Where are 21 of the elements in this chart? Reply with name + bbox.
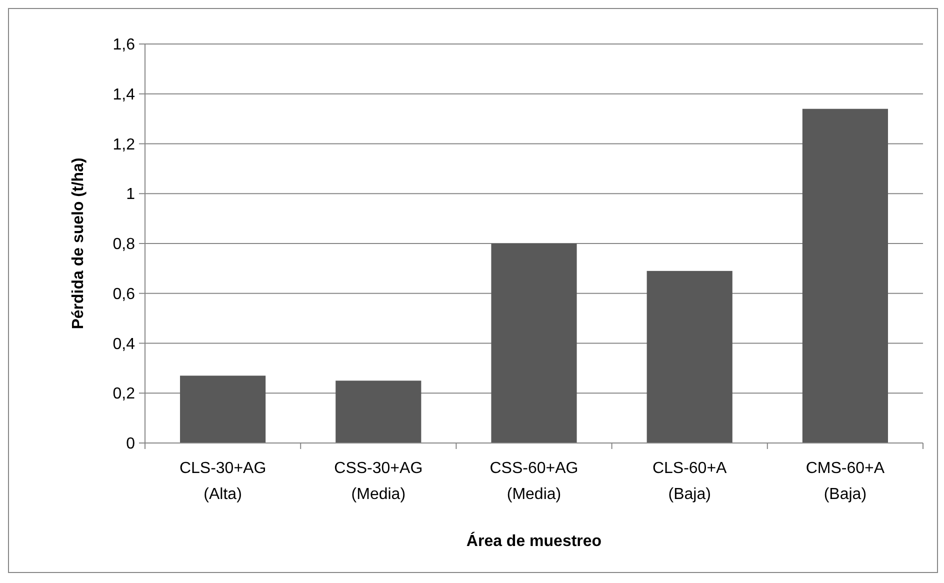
- y-tick-label: 1,4: [112, 86, 136, 104]
- y-tick-label: 0,2: [112, 386, 136, 403]
- y-tick-label: 0,6: [112, 286, 136, 303]
- x-tick-label: CSS-60+AG (Media): [490, 460, 578, 503]
- x-tick-label: CMS-60+A (Baja): [806, 460, 885, 503]
- bar: [336, 380, 422, 443]
- y-tick-label: 1,2: [112, 136, 136, 154]
- y-tick-label: 0,8: [112, 236, 136, 254]
- x-axis-title: Área de muestreo: [466, 531, 602, 550]
- y-tick-label: 1,6: [112, 36, 136, 54]
- bar: [491, 244, 577, 443]
- x-tick-label: CLS-30+AG (Alta): [179, 460, 266, 503]
- bar: [180, 376, 266, 443]
- x-tick-label: CSS-30+AG (Media): [334, 460, 423, 503]
- x-tick-label: CLS-60+A (Baja): [652, 460, 728, 503]
- bar: [646, 270, 732, 443]
- y-tick-label: 0,4: [112, 336, 136, 353]
- y-tick-label: 1: [126, 186, 136, 204]
- y-axis-title: Pérdida de suelo (t/ha): [70, 158, 87, 330]
- y-tick-label: 0: [126, 436, 136, 453]
- bar: [802, 108, 888, 443]
